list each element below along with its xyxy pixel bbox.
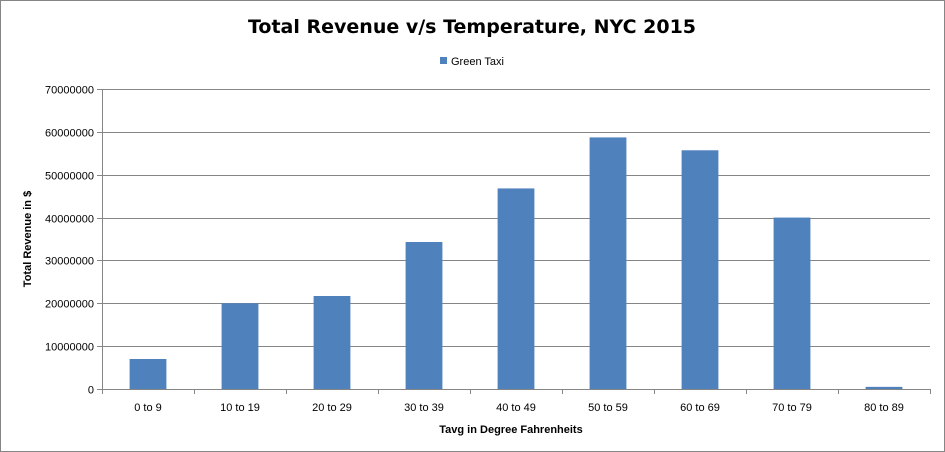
x-tick-label: 80 to 89 <box>864 402 904 414</box>
x-tick-label: 60 to 69 <box>680 402 720 414</box>
bar <box>221 303 259 389</box>
bar <box>497 188 535 389</box>
x-tick-label: 10 to 19 <box>220 402 260 414</box>
bar <box>129 359 167 389</box>
y-tick-label: 10000000 <box>45 342 94 354</box>
bar <box>313 296 351 389</box>
y-tick-label: 40000000 <box>45 214 94 226</box>
chart-title: Total Revenue v/s Temperature, NYC 2015 <box>248 16 696 38</box>
bar <box>681 150 719 389</box>
y-tick-label: 60000000 <box>45 128 94 140</box>
bar <box>405 242 443 389</box>
legend-label: Green Taxi <box>451 56 504 68</box>
x-axis-ticks: 0 to 9 10 to 19 20 to 29 30 to 39 40 to 49 50… <box>102 389 931 414</box>
y-tick-label: 20000000 <box>45 299 94 311</box>
y-tick-label: 50000000 <box>45 171 94 183</box>
y-axis-ticks: 0 10000000 20000000 30000000 40000000 5000000… <box>45 85 102 397</box>
bars <box>129 137 903 389</box>
y-axis-label: Total Revenue in $ <box>22 191 34 287</box>
x-tick-label: 0 to 9 <box>134 402 162 414</box>
x-tick-label: 20 to 29 <box>312 402 352 414</box>
legend-swatch <box>440 57 447 64</box>
y-tick-label: 0 <box>88 385 94 397</box>
x-tick-label: 40 to 49 <box>496 402 536 414</box>
x-tick-label: 70 to 79 <box>772 402 812 414</box>
x-tick-label: 50 to 59 <box>588 402 628 414</box>
bar <box>589 137 627 389</box>
y-tick-label: 30000000 <box>45 256 94 268</box>
y-tick-label: 70000000 <box>45 85 94 97</box>
x-tick-label: 30 to 39 <box>404 402 444 414</box>
bar <box>865 386 903 389</box>
legend: Green Taxi <box>440 56 504 68</box>
bar <box>773 217 811 389</box>
x-axis-label: Tavg in Degree Fahrenheits <box>439 424 582 436</box>
